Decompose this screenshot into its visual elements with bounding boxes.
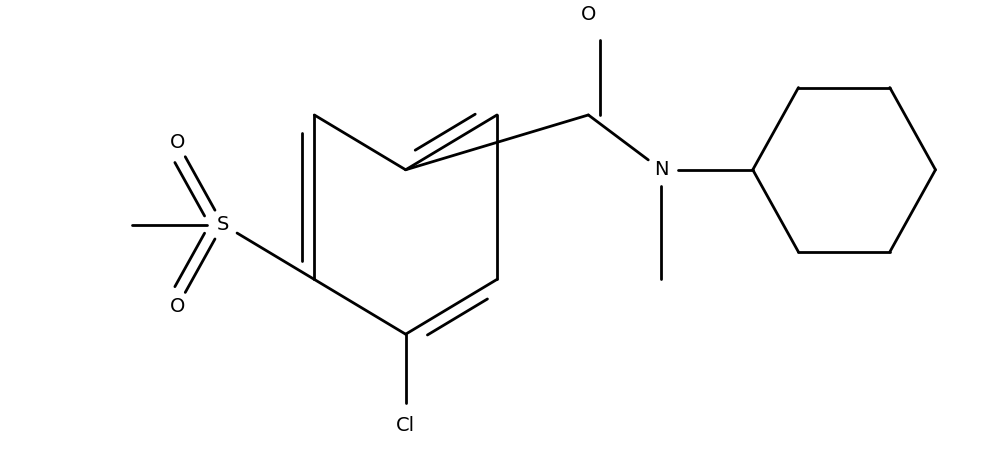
Text: O: O <box>170 133 185 152</box>
Text: O: O <box>170 297 185 316</box>
Text: O: O <box>580 5 596 24</box>
Text: N: N <box>654 160 669 179</box>
Text: Cl: Cl <box>396 416 415 435</box>
Text: S: S <box>217 215 230 234</box>
